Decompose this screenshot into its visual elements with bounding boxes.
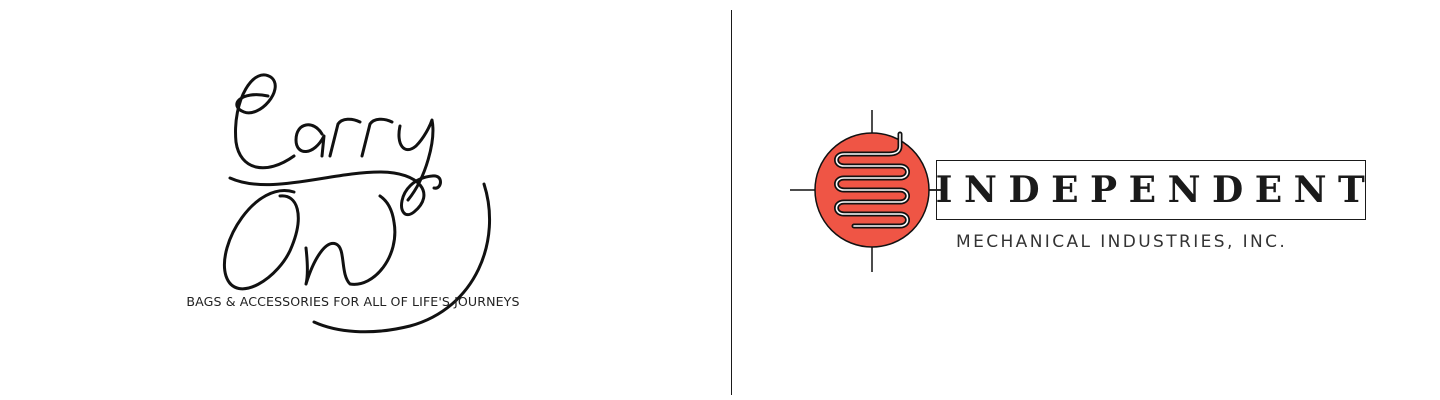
company-name-box: INDEPENDENT (936, 160, 1366, 220)
company-name: INDEPENDENT (935, 169, 1377, 211)
independent-logo-panel: INDEPENDENT MECHANICAL INDUSTRIES, INC. (732, 0, 1440, 400)
company-subtitle: MECHANICAL INDUSTRIES, INC. (956, 232, 1288, 252)
carry-on-tagline: BAGS & ACCESSORIES FOR ALL OF LIFE'S JOU… (186, 294, 520, 309)
panel-divider (731, 10, 732, 395)
carry-on-logo-panel: BAGS & ACCESSORIES FOR ALL OF LIFE'S JOU… (186, 73, 520, 334)
carry-on-script-logo (223, 73, 492, 334)
coil-emblem-icon (790, 110, 946, 272)
